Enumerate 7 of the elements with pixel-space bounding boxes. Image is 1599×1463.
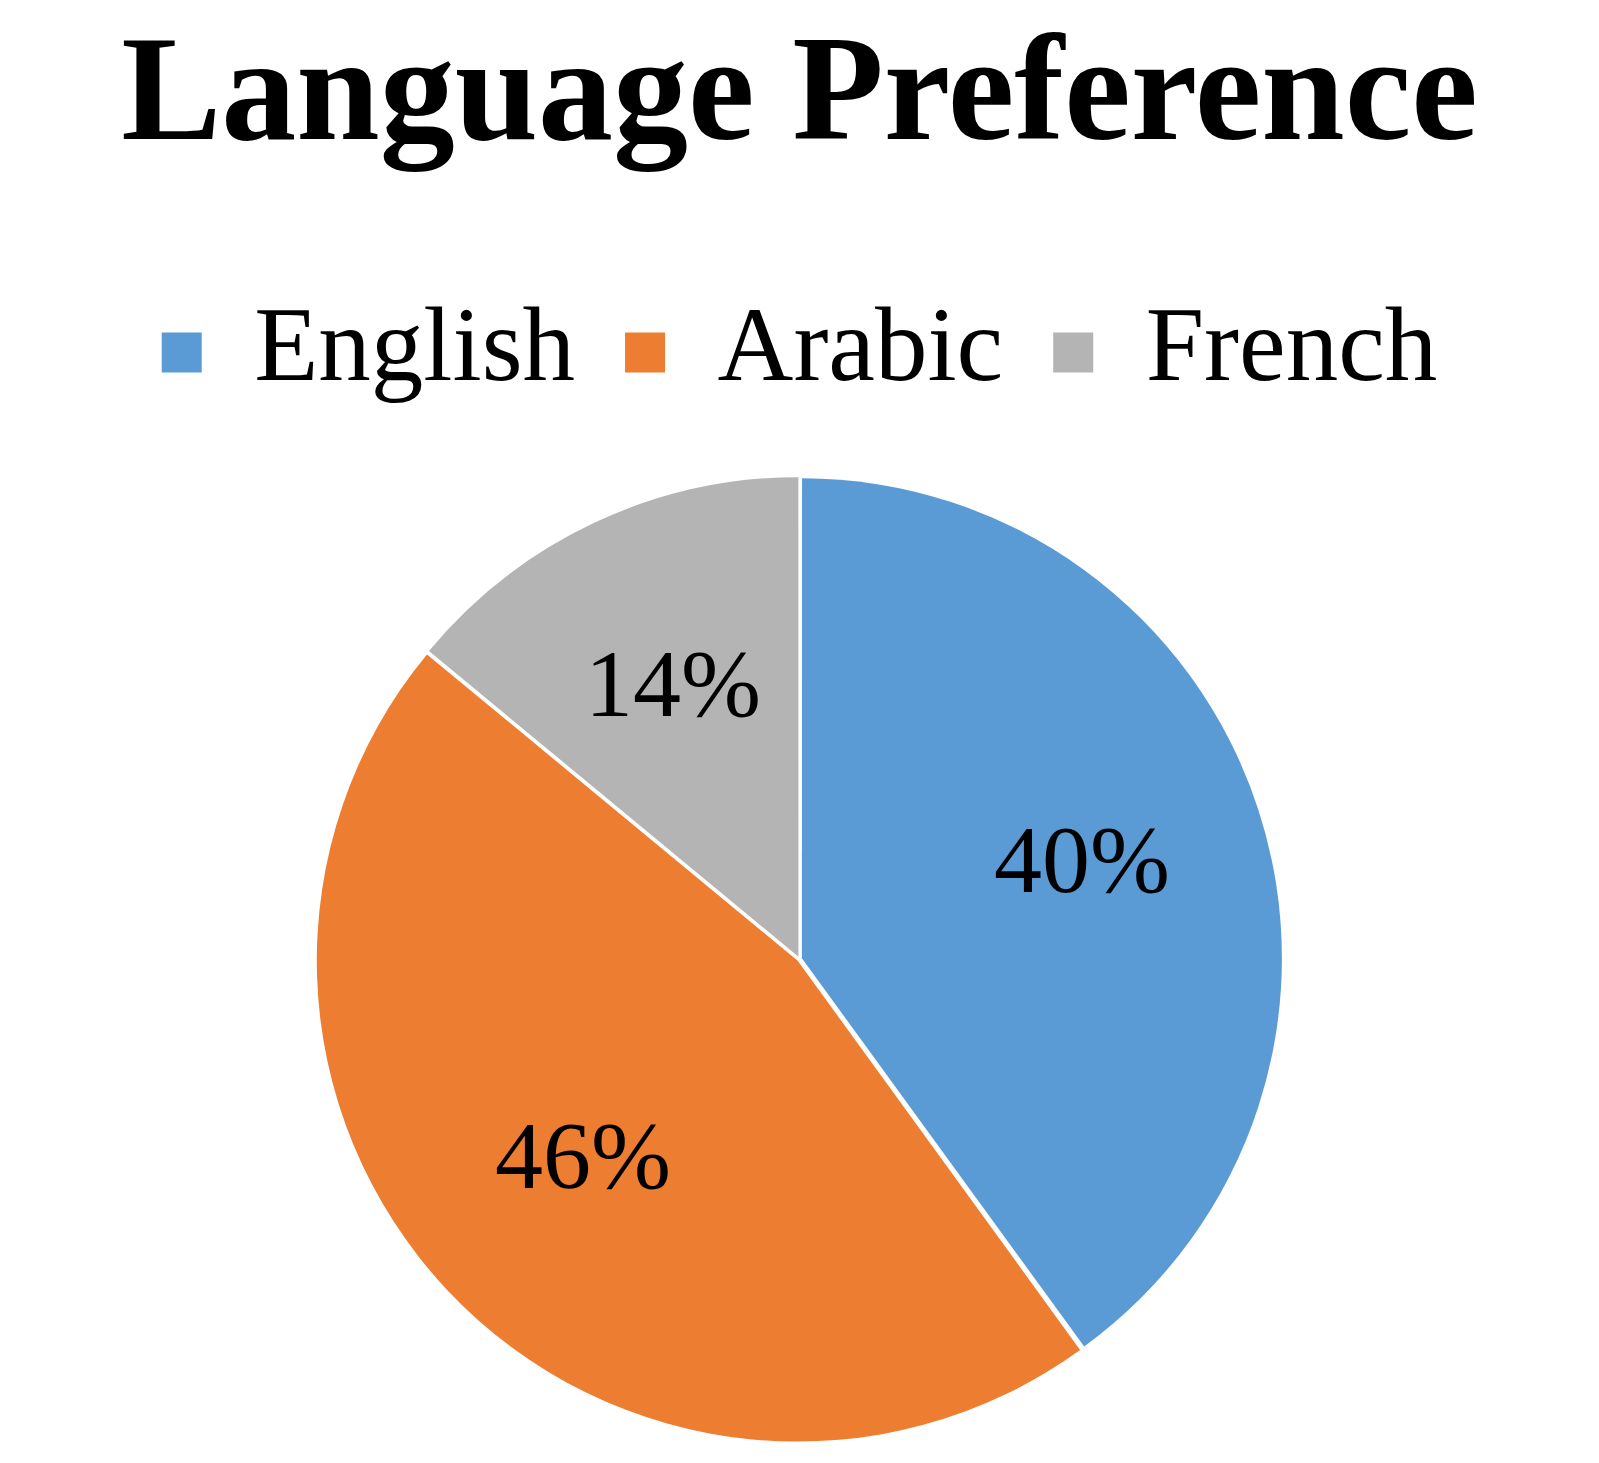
legend-label: French (1145, 286, 1438, 404)
data-label: 40% (993, 806, 1170, 914)
data-label: 14% (585, 629, 762, 737)
legend-label: Arabic (717, 286, 1004, 404)
legend-label: English (254, 286, 576, 404)
chart-title: Language Preference (121, 4, 1478, 172)
data-label: 46% (495, 1101, 671, 1209)
